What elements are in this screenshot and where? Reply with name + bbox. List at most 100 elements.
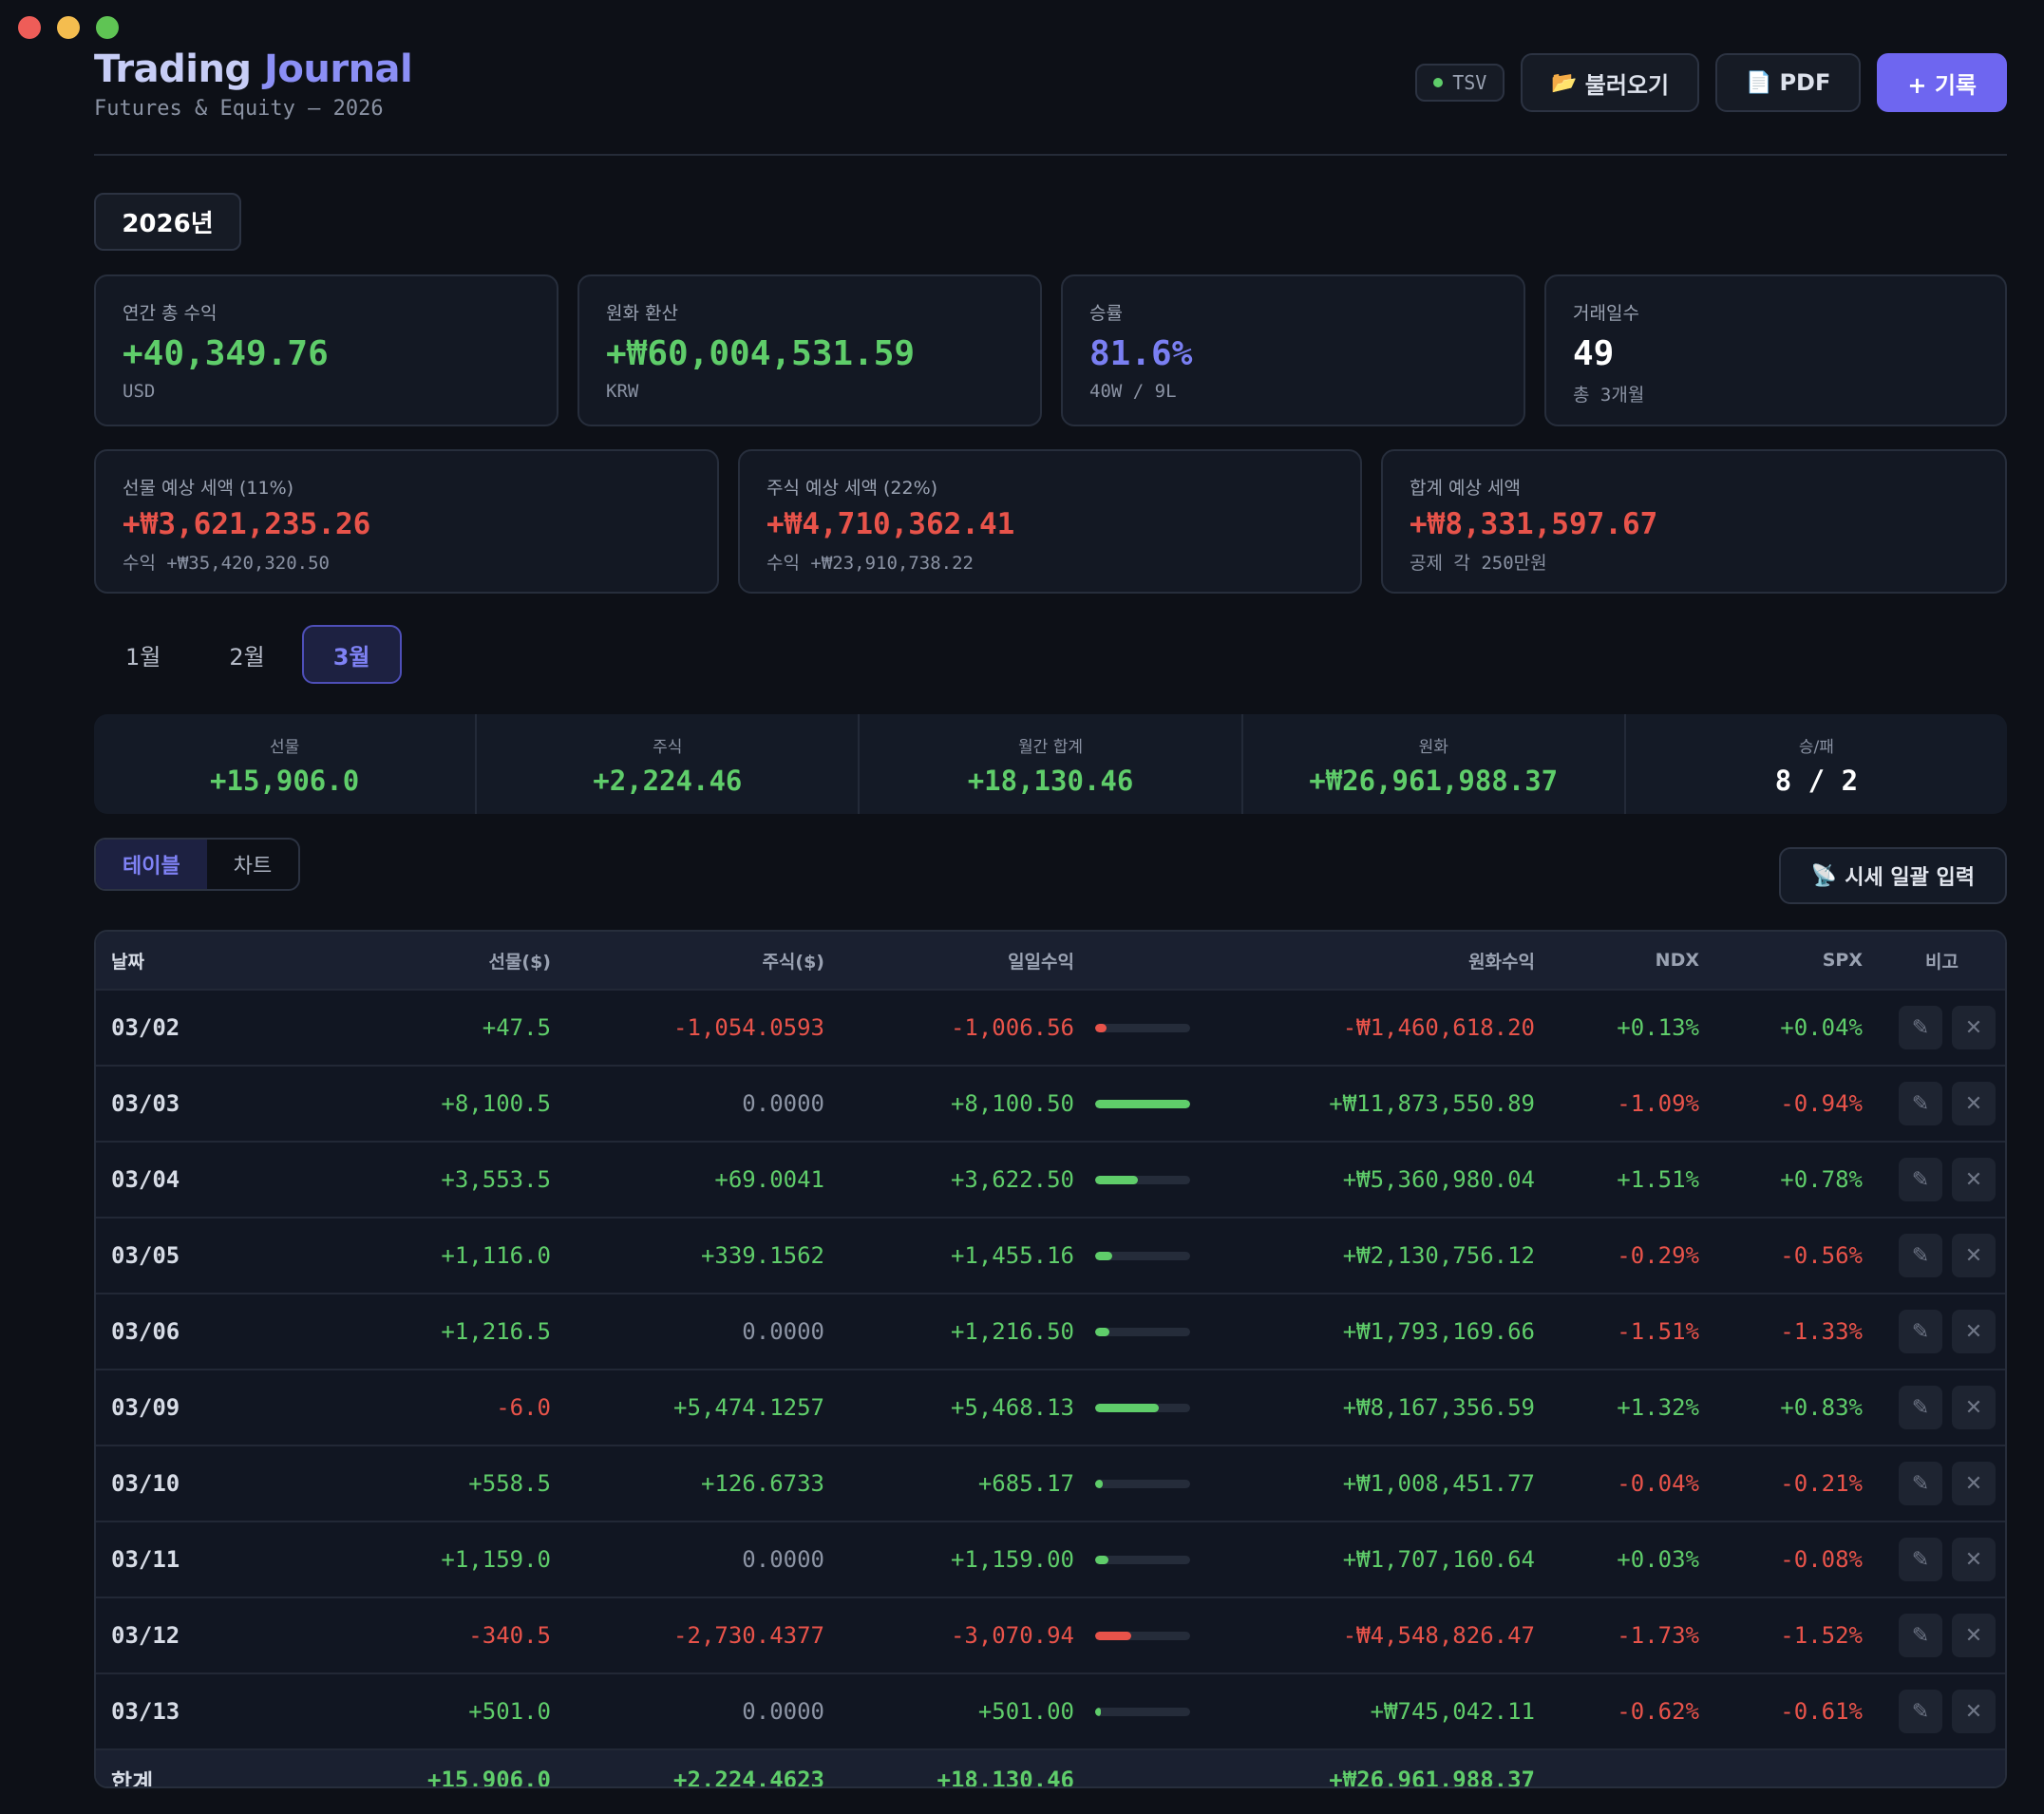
cell-krw: +₩8,167,356.59 — [1342, 1394, 1535, 1421]
cell-date: 03/13 — [111, 1698, 180, 1725]
cell-daily-bar — [1095, 1219, 1190, 1293]
summary-value: 8 / 2 — [1774, 765, 1859, 797]
cell-date: 03/09 — [111, 1394, 180, 1421]
cell-krw: +₩1,793,169.66 — [1342, 1318, 1535, 1345]
delete-icon[interactable]: ✕ — [1952, 1082, 1996, 1125]
folder-icon: 📂 — [1551, 70, 1578, 95]
stat-label: 승률 — [1089, 303, 1123, 324]
summary-label: 원화 — [1418, 738, 1448, 757]
summary-futures: 선물 +15,906.0 — [94, 714, 478, 814]
cell-ndx: -1.09% — [1617, 1090, 1699, 1117]
cell-spx: -0.61% — [1780, 1698, 1863, 1725]
summary-label: 월간 합계 — [1018, 738, 1083, 757]
col-note: 비고 — [1925, 951, 1959, 973]
delete-icon[interactable]: ✕ — [1952, 1462, 1996, 1505]
cell-spx: -1.33% — [1780, 1318, 1863, 1345]
cell-daily: -3,070.94 — [950, 1622, 1074, 1649]
tab-month-2[interactable]: 2월 — [229, 643, 265, 671]
daily-bar-fill — [1095, 1555, 1108, 1564]
stat-card-krw-conversion: 원화 환산 +₩60,004,531.59 KRW — [577, 274, 1042, 426]
edit-icon[interactable]: ✎ — [1899, 1538, 1942, 1581]
edit-icon[interactable]: ✎ — [1899, 1158, 1942, 1201]
col-daily[interactable]: 일일수익 — [1008, 951, 1074, 973]
total-daily: +18,130.46 — [937, 1767, 1075, 1788]
cell-daily-bar — [1095, 1522, 1190, 1597]
edit-icon[interactable]: ✎ — [1899, 1690, 1942, 1733]
delete-icon[interactable]: ✕ — [1952, 1538, 1996, 1581]
status-dot-icon — [1433, 78, 1444, 87]
edit-icon[interactable]: ✎ — [1899, 1310, 1942, 1353]
cell-stock: 0.0000 — [742, 1090, 824, 1117]
year-selector[interactable]: 2026년 — [94, 193, 241, 251]
col-spx[interactable]: SPX — [1822, 950, 1863, 971]
edit-icon[interactable]: ✎ — [1899, 1082, 1942, 1125]
cell-ndx: +1.32% — [1617, 1394, 1699, 1421]
satellite-icon: 📡 — [1810, 863, 1838, 888]
cell-daily-bar — [1095, 1143, 1190, 1217]
edit-icon[interactable]: ✎ — [1899, 1386, 1942, 1429]
cell-futures: +1,216.5 — [441, 1318, 551, 1345]
table-total-row: 합계 +15,906.0 +2,224.4623 +18,130.46 +₩26… — [96, 1750, 2005, 1788]
document-icon: 📄 — [1746, 70, 1772, 95]
view-toggle: 테이블 차트 — [94, 838, 301, 891]
tab-chart[interactable]: 차트 — [233, 855, 273, 879]
pdf-label: PDF — [1779, 69, 1831, 96]
maximize-window-dot[interactable] — [96, 16, 119, 39]
tab-month-1[interactable]: 1월 — [125, 643, 161, 671]
daily-bar-track — [1095, 1403, 1190, 1412]
delete-icon[interactable]: ✕ — [1952, 1234, 1996, 1277]
delete-icon[interactable]: ✕ — [1952, 1386, 1996, 1429]
delete-icon[interactable]: ✕ — [1952, 1690, 1996, 1733]
load-button[interactable]: 📂 불러오기 — [1521, 53, 1700, 112]
row-actions: ✎ ✕ — [1895, 1598, 1996, 1672]
cell-ndx: -1.73% — [1617, 1622, 1699, 1649]
close-window-dot[interactable] — [18, 16, 41, 39]
col-krw[interactable]: 원화수익 — [1468, 951, 1535, 973]
cell-ndx: -0.04% — [1617, 1470, 1699, 1497]
tsv-label: TSV — [1452, 71, 1487, 94]
tsv-status-badge[interactable]: TSV — [1415, 64, 1505, 102]
cell-krw: +₩1,008,451.77 — [1342, 1470, 1535, 1497]
cell-daily: +3,622.50 — [950, 1166, 1074, 1193]
delete-icon[interactable]: ✕ — [1952, 1006, 1996, 1049]
summary-monthly-total: 월간 합계 +18,130.46 — [860, 714, 1243, 814]
cell-spx: -0.56% — [1780, 1242, 1863, 1269]
tab-month-3[interactable]: 3월 — [301, 625, 402, 684]
table-body: 03/02 +47.5 -1,054.0593 -1,006.56 -₩1,460,61… — [96, 991, 2005, 1750]
add-record-button[interactable]: + 기록 — [1877, 53, 2007, 112]
delete-icon[interactable]: ✕ — [1952, 1158, 1996, 1201]
delete-icon[interactable]: ✕ — [1952, 1614, 1996, 1657]
cell-krw: +₩745,042.11 — [1370, 1698, 1535, 1725]
daily-bar-fill — [1095, 1327, 1109, 1336]
cell-futures: +8,100.5 — [441, 1090, 551, 1117]
stat-card-annual-profit: 연간 총 수익 +40,349.76 USD — [94, 274, 558, 426]
summary-stock: 주식 +2,224.46 — [477, 714, 861, 814]
bulk-price-input-button[interactable]: 📡 시세 일괄 입력 — [1778, 847, 2007, 904]
cell-ndx: +0.13% — [1617, 1014, 1699, 1041]
col-futures[interactable]: 선물($) — [488, 951, 551, 973]
edit-icon[interactable]: ✎ — [1899, 1006, 1942, 1049]
minimize-window-dot[interactable] — [57, 16, 80, 39]
tab-table[interactable]: 테이블 — [96, 840, 207, 889]
col-ndx[interactable]: NDX — [1655, 950, 1699, 971]
cell-spx: +0.78% — [1780, 1166, 1863, 1193]
row-actions: ✎ ✕ — [1895, 1219, 1996, 1293]
cell-futures: +47.5 — [482, 1014, 551, 1041]
col-stock[interactable]: 주식($) — [762, 951, 824, 973]
delete-icon[interactable]: ✕ — [1952, 1310, 1996, 1353]
col-date[interactable]: 날짜 — [111, 951, 144, 973]
edit-icon[interactable]: ✎ — [1899, 1462, 1942, 1505]
edit-icon[interactable]: ✎ — [1899, 1614, 1942, 1657]
tax-sub: 수익 +₩35,420,320.50 — [123, 553, 330, 574]
app-container: Trading Journal Futures & Equity — 2026 … — [94, 0, 2007, 1788]
pdf-button[interactable]: 📄 PDF — [1715, 53, 1862, 112]
cell-daily-bar — [1095, 1598, 1190, 1672]
cell-ndx: +0.03% — [1617, 1546, 1699, 1573]
edit-icon[interactable]: ✎ — [1899, 1234, 1942, 1277]
cell-daily: +685.17 — [977, 1470, 1074, 1497]
cell-date: 03/03 — [111, 1090, 180, 1117]
stat-card-win-rate: 승률 81.6% 40W / 9L — [1061, 274, 1525, 426]
cell-futures: +1,159.0 — [441, 1546, 551, 1573]
daily-bar-fill — [1095, 1023, 1107, 1032]
daily-bar-track — [1095, 1555, 1190, 1564]
